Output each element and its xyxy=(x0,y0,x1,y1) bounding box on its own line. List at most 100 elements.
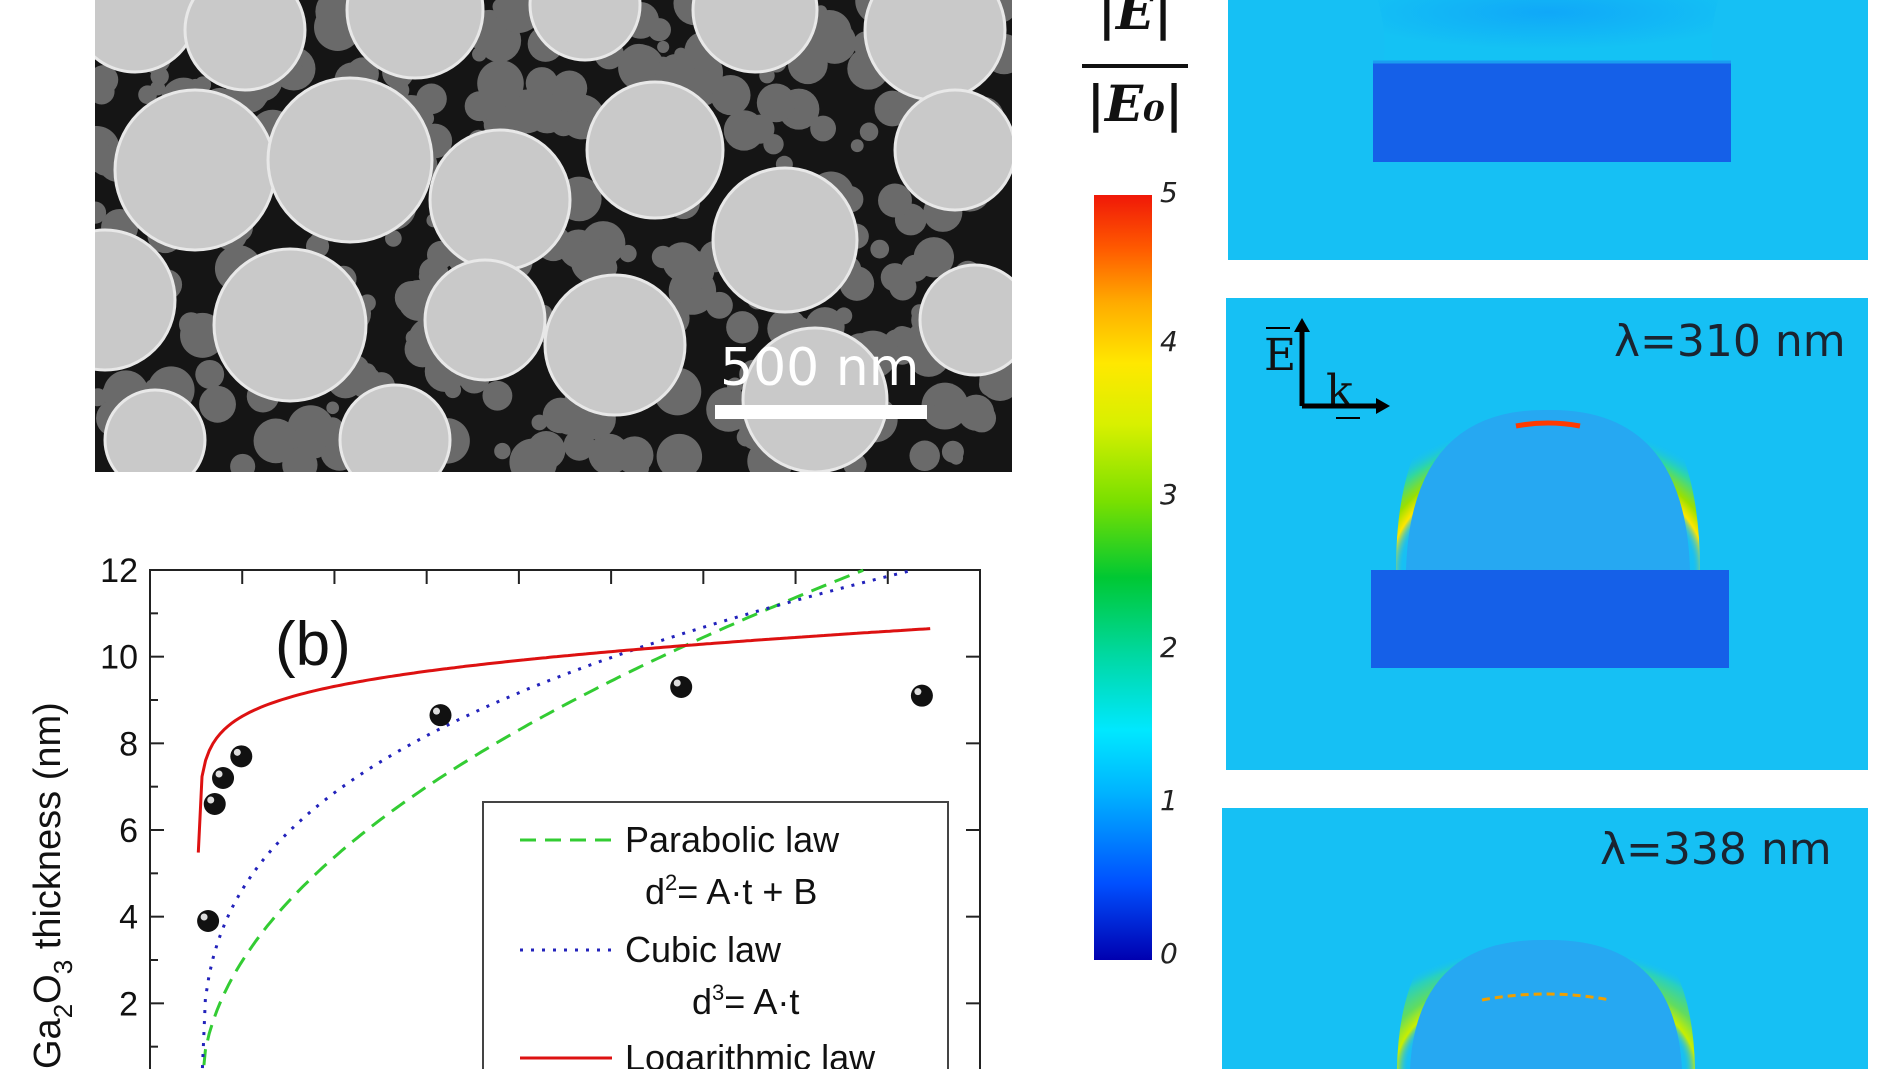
plot-ylabel: Ga2O3 thickness (nm) xyxy=(27,702,78,1069)
sem-small-particle xyxy=(195,359,225,389)
sem-small-particle xyxy=(888,97,905,114)
plot-ytick-label: 10 xyxy=(100,639,138,677)
series-parabolic-line xyxy=(202,568,864,1069)
legend-parabolic-eq: d2= A·t + B xyxy=(645,870,817,912)
plot-ytick-label: 2 xyxy=(119,985,138,1023)
sem-large-particle xyxy=(585,80,725,220)
panel1-substrate xyxy=(1373,62,1731,162)
sem-small-particle xyxy=(813,20,857,64)
sem-large-particle xyxy=(741,326,889,472)
sem-small-particle xyxy=(287,405,335,452)
sem-small-particle xyxy=(909,440,940,472)
sem-small-particle xyxy=(745,114,775,144)
data-point xyxy=(429,704,452,727)
sem-small-particle xyxy=(550,110,577,137)
sem-small-particle xyxy=(627,457,650,472)
data-point xyxy=(197,910,220,932)
sem-large-particle xyxy=(103,388,207,472)
legend-cubic-eq: d3= A·t xyxy=(692,980,799,1022)
sem-small-particle xyxy=(588,433,630,472)
oxide-thickness-plot: 2 4 6 8 10 12 Parabolic law d2= A·t + B Cubic… xyxy=(27,552,981,1069)
sem-small-particle xyxy=(810,115,837,142)
sem-small-particle xyxy=(756,83,796,123)
field-map-panel-3: λ=338 nm xyxy=(1222,808,1868,1069)
plot-panel-label: (b) xyxy=(275,610,351,679)
sem-large-particle xyxy=(893,88,1012,212)
colorbar-title-rule xyxy=(1082,64,1188,68)
sem-large-particle xyxy=(918,263,1012,377)
sem-large-particle xyxy=(711,166,859,314)
sem-large-particle xyxy=(212,247,368,403)
sem-small-particle xyxy=(138,85,157,105)
plot-curves xyxy=(196,568,931,1069)
field-map-panel-2: λ=310 nm E k xyxy=(1226,298,1868,770)
data-point xyxy=(670,676,693,698)
sem-small-particle xyxy=(326,401,339,415)
sem-large-particle xyxy=(691,0,819,74)
sem-large-particle xyxy=(345,0,485,80)
sem-large-particle xyxy=(428,128,572,272)
sem-small-particle xyxy=(879,195,898,213)
sem-small-particle xyxy=(542,397,579,434)
sem-small-particle xyxy=(256,429,279,452)
sem-small-particle xyxy=(95,78,115,105)
legend-cubic-label: Cubic law xyxy=(625,929,782,970)
sem-small-particle xyxy=(230,453,256,472)
sem-small-particle xyxy=(891,325,913,348)
sem-large-particles xyxy=(95,0,1012,472)
sem-large-particle xyxy=(95,228,177,372)
sem-small-particle xyxy=(477,60,524,107)
sem-small-particle xyxy=(619,43,659,84)
sem-small-particle xyxy=(95,201,107,224)
sem-large-particle xyxy=(266,76,434,244)
sem-small-particle xyxy=(889,273,917,301)
sem-small-particle xyxy=(726,377,743,394)
sem-small-particle xyxy=(405,329,422,346)
sem-small-particle xyxy=(850,139,864,153)
sem-small-particle xyxy=(726,311,759,344)
colorbar-tick-1: 1 xyxy=(1160,784,1178,817)
colorbar-tick-0: 0 xyxy=(1160,937,1178,970)
sem-small-particle xyxy=(291,64,306,80)
sem-small-particle xyxy=(859,122,879,142)
sem-small-particle xyxy=(494,442,511,460)
panel2-substrate xyxy=(1371,570,1729,668)
plot-ytick-label: 4 xyxy=(119,899,138,937)
sem-small-particle xyxy=(492,0,509,15)
series-logarithmic-line xyxy=(196,627,931,853)
sem-small-particle xyxy=(321,417,344,440)
sem-small-particle xyxy=(282,447,318,472)
plot-legend-box xyxy=(482,801,949,1069)
colorbar-tick-3: 3 xyxy=(1160,478,1178,511)
sem-large-particle xyxy=(113,88,277,252)
sem-scalebar-label: 500 nm xyxy=(720,338,920,398)
panel3-wavelength-label: λ=338 nm xyxy=(1600,824,1832,875)
sem-small-particle xyxy=(656,433,703,472)
sem-small-particle xyxy=(482,380,513,411)
sem-small-particle xyxy=(416,83,447,115)
plot-ticks: 2 4 6 8 10 12 xyxy=(100,552,980,1048)
plot-ytick-label: 6 xyxy=(119,812,138,850)
colorbar-tick-4: 4 xyxy=(1160,325,1178,358)
colorbar: |E| |E₀| 0 1 2 3 4 5 xyxy=(1060,0,1200,1000)
plot-ytick-label: 8 xyxy=(119,725,138,763)
sem-large-particle xyxy=(423,258,547,382)
sem-small-particle xyxy=(199,385,236,423)
panel2-e-label: E xyxy=(1264,330,1297,381)
sem-large-particle xyxy=(528,0,642,62)
colorbar-tick-2: 2 xyxy=(1160,631,1178,664)
plot-ytick-label: 12 xyxy=(100,552,138,590)
sem-small-particle xyxy=(526,431,566,470)
sem-large-particle xyxy=(543,273,687,417)
sem-small-particle xyxy=(385,230,402,247)
sem-small-particle xyxy=(101,383,124,405)
sem-small-particle xyxy=(651,245,675,269)
sem-small-particle xyxy=(657,40,670,54)
colorbar-tick-5: 5 xyxy=(1160,176,1178,209)
sem-small-particle xyxy=(931,403,948,420)
colorbar-title-numerator: |E| xyxy=(1097,0,1173,41)
sem-small-particle xyxy=(675,250,715,290)
colorbar-title-denominator: |E₀| xyxy=(1086,74,1184,133)
sem-small-particle xyxy=(870,239,890,259)
data-point xyxy=(230,745,253,768)
